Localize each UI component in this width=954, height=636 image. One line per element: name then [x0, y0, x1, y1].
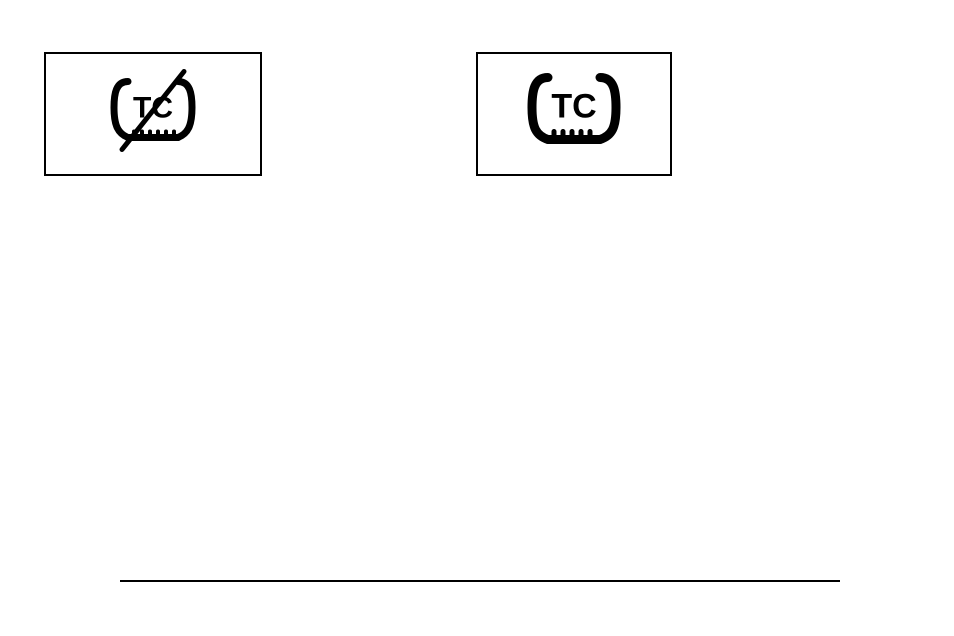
traction-control-off-icon: TC — [98, 68, 208, 161]
traction-control-icon: TC — [514, 66, 634, 163]
traction-control-panel: TC — [476, 52, 672, 176]
traction-control-off-panel: TC — [44, 52, 262, 176]
document-page: TC — [0, 0, 954, 636]
footer-divider — [120, 580, 840, 582]
tc-label: TC — [551, 88, 596, 126]
